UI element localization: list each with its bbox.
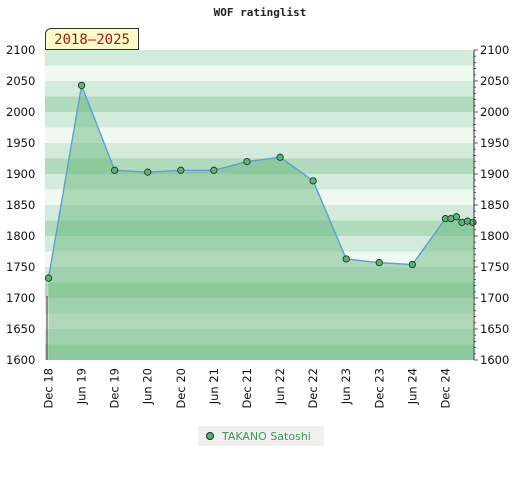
grid-band <box>45 65 474 81</box>
x-tick-label: Jun 24 <box>405 368 419 405</box>
grid-band <box>45 127 474 143</box>
grid-band <box>45 329 474 345</box>
grid-band <box>45 220 474 236</box>
grid-band <box>45 143 474 159</box>
y-tick-label-right: 2100 <box>480 43 509 57</box>
series-area <box>48 85 473 360</box>
y-tick-label-left: 2050 <box>6 74 35 88</box>
x-tick-label: Jun 19 <box>75 368 89 405</box>
grid-band <box>45 298 474 314</box>
legend[interactable]: TAKANO Satoshi <box>198 426 324 446</box>
x-tick-label: Dec 23 <box>372 368 386 409</box>
y-tick-label-left: 1950 <box>6 136 35 150</box>
x-tick-label: Dec 20 <box>174 368 188 409</box>
points-layer <box>44 81 477 282</box>
data-point <box>243 158 251 166</box>
data-point <box>452 213 461 221</box>
y-tick-label-left: 2000 <box>6 105 35 119</box>
grid-band <box>45 96 474 112</box>
y-tick-label-left: 1800 <box>6 229 35 243</box>
y-tick-label-left: 1850 <box>6 198 35 212</box>
y-tick-label-right: 2050 <box>480 74 509 88</box>
data-point <box>210 166 218 174</box>
grid-band <box>45 251 474 267</box>
data-point <box>408 260 416 269</box>
y-tick-label-right: 2000 <box>480 105 509 119</box>
x-tick-label: Jun 23 <box>339 368 353 405</box>
y-tick-label-right: 1950 <box>480 136 509 150</box>
legend-label: TAKANO Satoshi <box>222 429 311 443</box>
legend-marker-icon <box>206 432 214 440</box>
x-tick-label: Dec 24 <box>438 368 452 409</box>
axes: 1600 1600 1650 1650 1700 1700 1750 1750 1800 1800… <box>6 43 509 409</box>
grid-band <box>45 189 474 205</box>
background-bands <box>45 50 474 360</box>
x-tick-label: Jun 20 <box>141 368 155 405</box>
date-range-badge: 2018–2025 <box>45 28 139 50</box>
grid-band <box>45 236 474 252</box>
grid-band <box>45 112 474 128</box>
grid-band <box>45 50 474 66</box>
data-point <box>144 168 152 176</box>
x-tick-label: Dec 19 <box>108 368 122 409</box>
data-point <box>111 166 119 174</box>
data-point <box>309 177 317 185</box>
area-layer <box>48 85 473 360</box>
y-tick-label-right: 1600 <box>480 353 509 367</box>
grid-band <box>45 282 474 298</box>
y-tick-label-left: 1700 <box>6 291 35 305</box>
data-point <box>177 166 185 174</box>
grid-band <box>45 344 474 360</box>
data-point <box>469 218 477 226</box>
y-tick-label-right: 1650 <box>480 322 509 336</box>
y-tick-label-left: 1900 <box>6 167 35 181</box>
y-tick-label-right: 1900 <box>480 167 509 181</box>
x-tick-label: Dec 18 <box>42 368 56 409</box>
y-tick-label-left: 1750 <box>6 260 35 274</box>
grid-band <box>45 267 474 283</box>
grid-band <box>45 158 474 174</box>
grid-band <box>45 81 474 97</box>
grid-band <box>45 313 474 329</box>
x-tick-label: Jun 21 <box>207 368 221 405</box>
y-tick-label-left: 2100 <box>6 43 35 57</box>
y-tick-label-left: 1650 <box>6 322 35 336</box>
x-tick-label: Dec 22 <box>306 368 320 409</box>
x-tick-label: Jun 22 <box>273 368 287 405</box>
grid-band <box>45 174 474 190</box>
data-point <box>342 255 350 263</box>
data-point <box>375 259 383 267</box>
grid-band <box>45 205 474 221</box>
y-tick-label-right: 1850 <box>480 198 509 212</box>
y-tick-label-left: 1600 <box>6 353 35 367</box>
x-tick-label: Dec 21 <box>240 368 254 409</box>
data-point <box>77 81 86 89</box>
y-tick-label-right: 1800 <box>480 229 509 243</box>
y-tick-label-right: 1750 <box>480 260 509 274</box>
data-point <box>44 274 53 282</box>
data-point <box>276 153 284 161</box>
y-tick-label-right: 1700 <box>480 291 509 305</box>
chart-title: WOF ratinglist <box>213 6 307 19</box>
